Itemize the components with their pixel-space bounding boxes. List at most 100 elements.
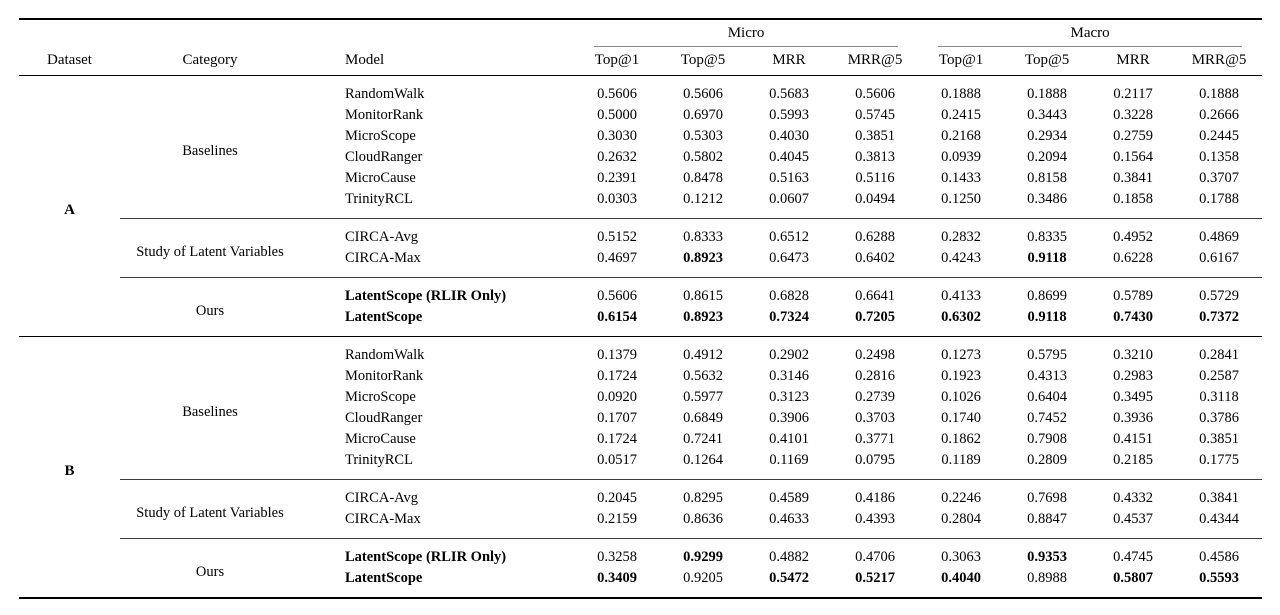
table-row: LatentScope 0.3409 0.9205 0.5472 0.5217 0.404… (19, 568, 1262, 598)
metric-value: 0.5163 (769, 170, 809, 186)
metric-value: 0.5802 (683, 149, 723, 165)
model-name: CloudRanger (345, 410, 423, 426)
metric-value: 0.1379 (574, 336, 660, 366)
metric-value: 0.1862 (941, 431, 981, 447)
category-label: Ours (120, 277, 300, 337)
metric-value: 0.6512 (746, 218, 832, 248)
metric-value: 0.4912 (660, 336, 746, 366)
group-header-micro: Micro (574, 19, 918, 47)
metric-value: 0.3851 (855, 128, 895, 144)
metric-value: 0.3443 (1027, 107, 1067, 123)
metric-value: 0.5606 (597, 86, 637, 102)
metric-value: 0.2832 (918, 218, 1005, 248)
metric-value: 0.4745 (1090, 538, 1177, 568)
metric-value: 0.5116 (855, 170, 895, 186)
metric-value: 0.4045 (769, 149, 809, 165)
table-row: MonitorRank 0.1724 0.5632 0.3146 0.2816 0.192… (19, 366, 1262, 387)
dataset-name: B (19, 336, 120, 598)
results-table: Dataset Category Model Micro Macro Top@1… (19, 18, 1263, 599)
metric-value: 0.3841 (1113, 170, 1153, 186)
metric-value: 0.6402 (855, 250, 895, 266)
metric-value: 0.3063 (918, 538, 1005, 568)
metric-value: 0.8615 (660, 277, 746, 307)
metric-value: 0.9353 (1004, 538, 1091, 568)
table-row: Study of Latent Variables CIRCA-Avg 0.2045… (19, 479, 1263, 539)
metric-value: 0.1740 (941, 410, 981, 426)
metric-value: 0.5683 (769, 86, 809, 102)
metric-value: 0.4586 (1176, 538, 1263, 568)
metric-value: 0.8923 (683, 309, 723, 325)
metric-value: 0.0939 (941, 149, 981, 165)
metric-value: 0.4243 (941, 250, 981, 266)
metric-value: 0.1358 (1199, 149, 1239, 165)
metric-value: 0.5807 (1113, 570, 1153, 586)
metric-value: 0.0303 (597, 191, 637, 207)
metric-value: 0.0795 (855, 452, 895, 468)
metric-value: 0.5993 (769, 107, 809, 123)
metric-value: 0.3146 (769, 368, 809, 384)
metric-value: 0.4133 (918, 277, 1005, 307)
metric-value: 0.5593 (1199, 570, 1239, 586)
metric-value: 0.5606 (855, 86, 895, 102)
metric-value: 0.1564 (1113, 149, 1153, 165)
metric-value: 0.7698 (1004, 479, 1091, 509)
metric-value: 0.5632 (683, 368, 723, 384)
metric-value: 0.6228 (1113, 250, 1153, 266)
metric-value: 0.4537 (1113, 511, 1153, 527)
metric-value: 0.1888 (1199, 86, 1239, 102)
metric-value: 0.2666 (1199, 107, 1239, 123)
metric-value: 0.5303 (683, 128, 723, 144)
metric-value: 0.1189 (941, 452, 981, 468)
metric-value: 0.3841 (1176, 479, 1263, 509)
model-name: LatentScope (RLIR Only) (300, 538, 574, 568)
metric-value: 0.2094 (1027, 149, 1067, 165)
metric-value: 0.5472 (769, 570, 809, 586)
model-name: MicroScope (345, 128, 416, 144)
metric-value: 0.8699 (1004, 277, 1091, 307)
metric-value: 0.8478 (683, 170, 723, 186)
table-row: Ours LatentScope (RLIR Only) 0.5606 0.8615 0… (19, 277, 1263, 337)
metric-value: 0.5977 (683, 389, 723, 405)
metric-value: 0.5729 (1176, 277, 1263, 307)
model-name: LatentScope (345, 570, 423, 586)
metric-value: 0.2587 (1199, 368, 1239, 384)
table-row: CIRCA-Max 0.2159 0.8636 0.4633 0.4393 0.2804 0… (19, 509, 1262, 539)
metric-value: 0.1858 (1113, 191, 1153, 207)
metric-value: 0.9118 (1027, 250, 1067, 266)
metric-value: 0.7205 (855, 309, 895, 325)
table-row: TrinityRCL 0.0303 0.1212 0.0607 0.0494 0.1250… (19, 189, 1262, 219)
table-row: MicroCause 0.2391 0.8478 0.5163 0.5116 0.1433… (19, 168, 1262, 189)
col-header-model: Model (300, 19, 574, 76)
metric-value: 0.5152 (574, 218, 660, 248)
metric-value: 0.5606 (683, 86, 723, 102)
model-name: CIRCA-Avg (300, 479, 574, 509)
metric-value: 0.3813 (855, 149, 895, 165)
metric-value: 0.8636 (683, 511, 723, 527)
metric-value: 0.3771 (855, 431, 895, 447)
col-header-macro-top5: Top@5 (1004, 47, 1091, 76)
metric-value: 0.8158 (1027, 170, 1067, 186)
metric-header-row: Top@1 Top@5 MRR MRR@5 Top@1 Top@5 MRR MR… (19, 47, 1263, 76)
metric-value: 0.8335 (1004, 218, 1091, 248)
metric-value: 0.1724 (597, 431, 637, 447)
metric-value: 0.1707 (597, 410, 637, 426)
table-row: TrinityRCL 0.0517 0.1264 0.1169 0.0795 0.1189… (19, 450, 1262, 480)
metric-value: 0.9299 (660, 538, 746, 568)
metric-value: 0.2816 (855, 368, 895, 384)
metric-value: 0.6849 (683, 410, 723, 426)
metric-value: 0.5795 (1004, 336, 1091, 366)
table-row: MicroCause 0.1724 0.7241 0.4101 0.3771 0.1862… (19, 429, 1262, 450)
metric-value: 0.1724 (597, 368, 637, 384)
model-name: LatentScope (345, 309, 423, 325)
metric-value: 0.9118 (1027, 309, 1067, 325)
category-label: Study of Latent Variables (120, 218, 300, 278)
table-row: A Baselines RandomWalk 0.5606 0.5606 0.5683 0.… (19, 76, 1262, 218)
metric-value: 0.4952 (1090, 218, 1177, 248)
metric-value: 0.3703 (855, 410, 895, 426)
dataset-name: A (64, 201, 75, 218)
metric-value: 0.6167 (1199, 250, 1239, 266)
metric-value: 0.2498 (832, 336, 919, 366)
metric-value: 0.3228 (1113, 107, 1153, 123)
metric-value: 0.8988 (1027, 570, 1067, 586)
metric-value: 0.3707 (1199, 170, 1239, 186)
